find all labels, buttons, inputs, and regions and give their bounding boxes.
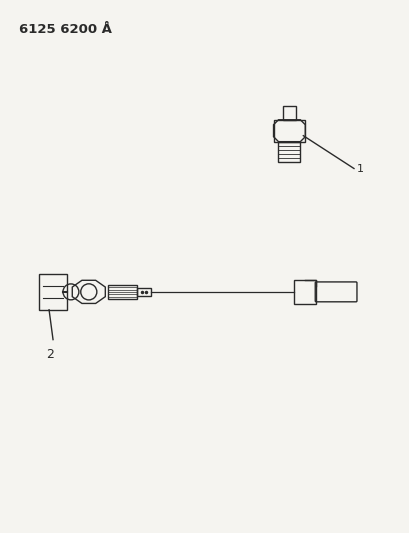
Bar (282, 106, 295, 120)
Text: 6125 6200 Å: 6125 6200 Å (19, 23, 112, 36)
Bar (294, 280, 315, 304)
Bar (137, 288, 151, 296)
Bar (273, 120, 305, 142)
Text: 2: 2 (46, 348, 54, 361)
Bar (108, 285, 137, 299)
Bar (278, 142, 300, 161)
Bar (39, 274, 67, 310)
Text: 1: 1 (356, 164, 363, 174)
